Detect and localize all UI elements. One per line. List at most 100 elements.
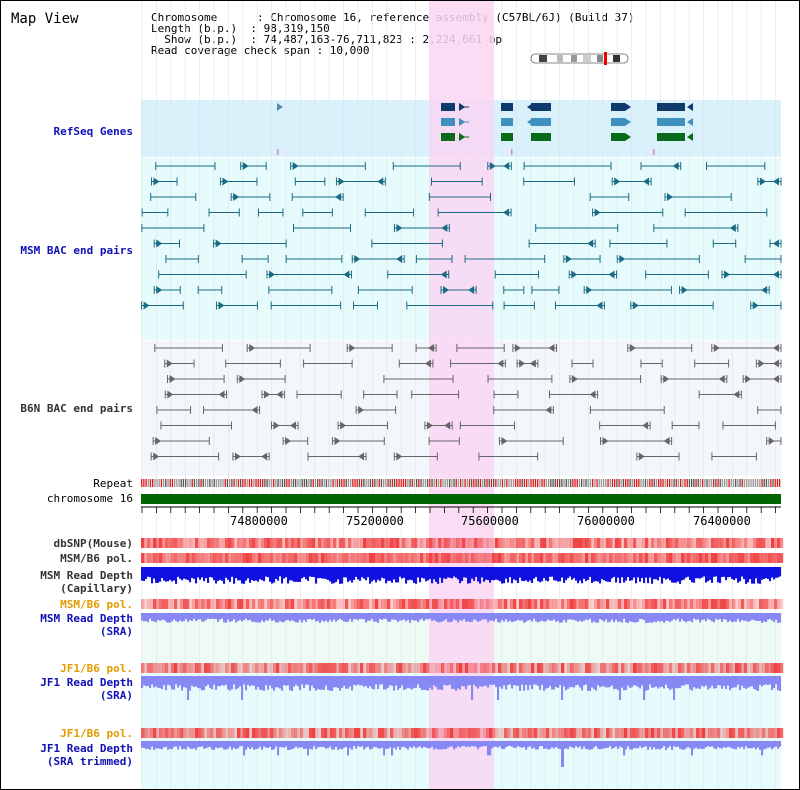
depth-bar xyxy=(327,613,330,623)
gene-arrow xyxy=(529,359,536,368)
polymorphism-cell xyxy=(408,599,412,609)
polymorphism-cell xyxy=(294,728,298,738)
repeat-mark xyxy=(706,479,708,487)
depth-bar xyxy=(165,613,168,622)
depth-bar xyxy=(423,613,426,622)
depth-bar xyxy=(737,613,740,619)
polymorphism-cell xyxy=(285,538,289,548)
repeat-mark xyxy=(180,479,182,487)
polymorphism-cell xyxy=(279,553,283,563)
polymorphism-cell xyxy=(186,538,190,548)
depth-bar xyxy=(567,676,570,689)
depth-bar xyxy=(413,741,416,747)
depth-bar xyxy=(627,676,630,686)
polymorphism-cell xyxy=(303,553,307,563)
gene-arrow xyxy=(273,421,280,430)
polymorphism-cell xyxy=(267,663,271,673)
polymorphism-cell xyxy=(360,599,364,609)
depth-bar xyxy=(299,676,302,691)
depth-bar xyxy=(673,741,676,747)
polymorphism-cell xyxy=(699,663,703,673)
polymorphism-cell xyxy=(267,599,271,609)
repeat-mark xyxy=(677,479,680,487)
repeat-mark xyxy=(167,479,169,487)
repeat-mark xyxy=(387,479,389,487)
polymorphism-cell xyxy=(498,599,502,609)
depth-bar xyxy=(629,676,632,688)
depth-bar xyxy=(725,567,728,581)
depth-bar xyxy=(419,613,422,620)
depth-bar xyxy=(559,613,562,623)
gene-arrow xyxy=(440,270,447,279)
polymorphism-cell xyxy=(558,728,562,738)
depth-bar xyxy=(709,741,712,747)
depth-bar xyxy=(271,567,274,584)
depth-bar xyxy=(147,676,150,686)
polymorphism-cell xyxy=(384,728,388,738)
repeat-mark xyxy=(521,479,523,487)
polymorphism-cell xyxy=(726,553,730,563)
polymorphism-cell xyxy=(456,538,460,548)
depth-bar xyxy=(591,741,594,750)
polymorphism-cell xyxy=(258,728,262,738)
chromosome-ideogram[interactable] xyxy=(530,52,629,65)
gene-arrow xyxy=(643,177,650,186)
polymorphism-cell xyxy=(669,538,673,548)
polymorphism-cell xyxy=(618,663,622,673)
depth-bar xyxy=(333,676,336,688)
polymorphism-cell xyxy=(219,728,223,738)
repeat-mark xyxy=(268,479,270,487)
depth-bar xyxy=(225,676,228,685)
gene-arrow xyxy=(594,208,601,217)
gene-arrow xyxy=(292,162,299,170)
dbsnp-label: dbSNP(Mouse) xyxy=(53,537,133,550)
depth-bar xyxy=(193,567,196,579)
polymorphism-cell xyxy=(591,599,595,609)
polymorphism-cell xyxy=(528,663,532,673)
depth-bar xyxy=(205,613,208,620)
polymorphism-cell xyxy=(402,728,406,738)
polymorphism-cell xyxy=(444,728,448,738)
polymorphism-cell xyxy=(444,663,448,673)
polymorphism-cell xyxy=(312,553,316,563)
polymorphism-cell xyxy=(321,728,325,738)
repeat-mark xyxy=(614,479,616,487)
depth-bar xyxy=(591,676,594,688)
repeat-mark xyxy=(429,479,431,487)
depth-bar xyxy=(159,613,162,621)
gene-arrow xyxy=(548,344,555,352)
depth-bar xyxy=(337,567,340,580)
depth-bar xyxy=(517,567,520,584)
depth-bar xyxy=(409,676,412,689)
polymorphism-cell xyxy=(513,538,517,548)
depth-bar xyxy=(277,676,280,688)
polymorphism-cell xyxy=(375,663,379,673)
gene-block xyxy=(531,118,551,126)
depth-bar xyxy=(655,567,658,580)
gene-arrow xyxy=(773,239,779,248)
depth-bar xyxy=(239,676,242,687)
repeat-mark xyxy=(468,479,471,487)
gene-arrow xyxy=(514,344,521,352)
polymorphism-cell xyxy=(477,663,481,673)
polymorphism-cell xyxy=(456,599,460,609)
repeat-mark xyxy=(317,479,319,487)
polymorphism-cell xyxy=(213,538,217,548)
depth-bar xyxy=(433,567,436,580)
depth-bar xyxy=(147,613,150,623)
polymorphism-cell xyxy=(399,599,403,609)
msm-b6-pol-label: MSM/B6 pol. xyxy=(60,552,133,565)
depth-bar xyxy=(243,613,246,620)
repeat-mark xyxy=(620,479,622,487)
polymorphism-cell xyxy=(606,538,610,548)
polymorphism-cell xyxy=(228,599,232,609)
polymorphism-cell xyxy=(279,538,283,548)
polymorphism-cell xyxy=(348,728,352,738)
gene-block xyxy=(441,103,455,111)
polymorphism-cell xyxy=(354,538,358,548)
repeat-mark xyxy=(563,479,565,487)
depth-bar xyxy=(721,567,724,578)
polymorphism-cell xyxy=(576,599,580,609)
